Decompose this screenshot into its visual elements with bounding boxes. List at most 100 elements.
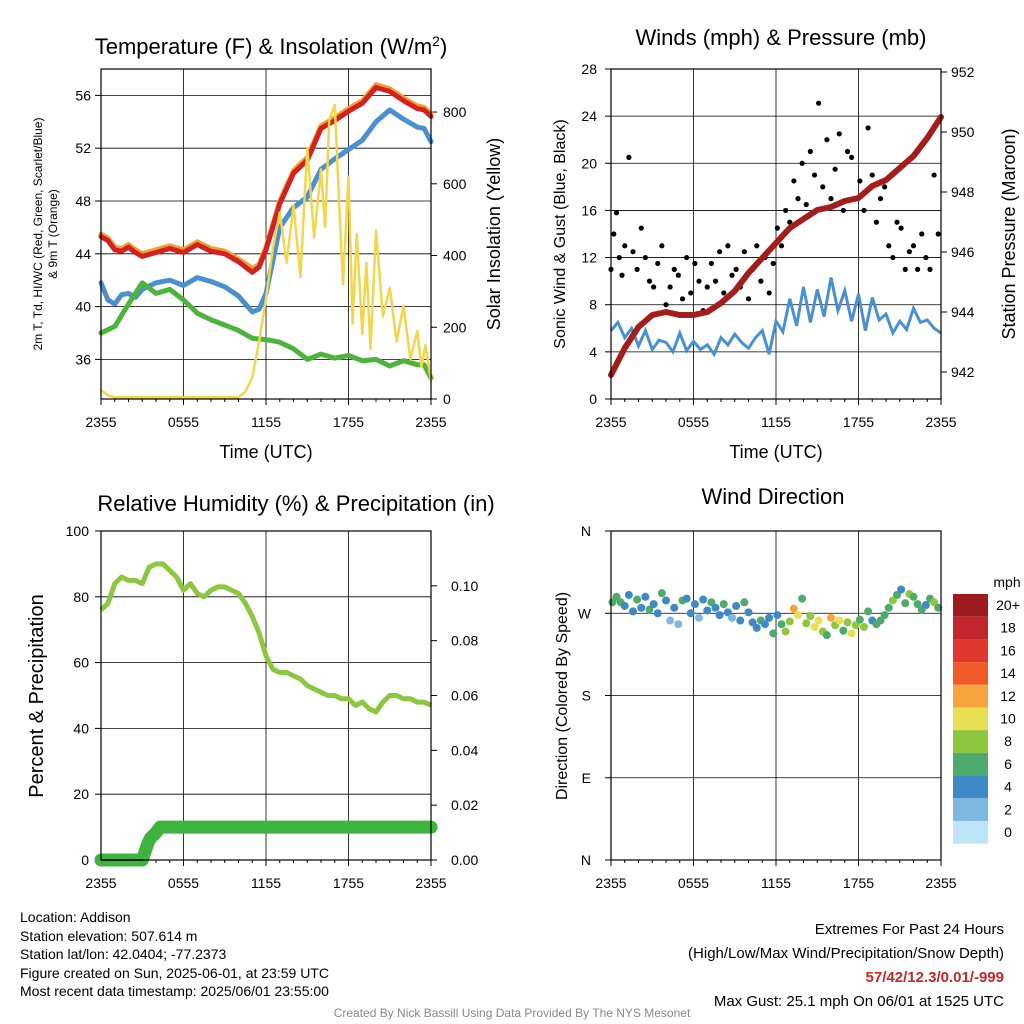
gust-point (671, 266, 677, 272)
y-tick-label: 4 (589, 344, 597, 360)
y-tick-label: 52 (75, 140, 91, 156)
direction-point (810, 622, 819, 631)
plot-border (610, 68, 942, 400)
x-tick-label: 1755 (333, 414, 364, 430)
station-latlon: Station lat/lon: 42.0404; -77.2373 (20, 946, 227, 962)
y2-tick-label: 0.00 (451, 852, 478, 868)
panel-2: 0 4 8 12 16 20 24 28 942 944 946 948 950 952 2355 0555 1… (552, 25, 1019, 462)
x-tick-label: 1155 (251, 414, 281, 430)
gust-point (931, 172, 937, 178)
figure-created: Figure created on Sun, 2025-06-01, at 23… (20, 964, 329, 981)
y-tick-label: 48 (75, 193, 91, 209)
panel-3: 0 20 40 60 80 100 0.00 0.02 0.04 0.06 0.08 0.10 2355… (26, 491, 495, 891)
direction-point (769, 629, 778, 638)
direction-point (715, 611, 724, 620)
y-axis-label: Direction (Colored By Speed) (554, 592, 571, 800)
gust-point (766, 290, 772, 296)
gust-point (634, 266, 640, 272)
colorbar-swatch (953, 798, 988, 821)
gust-point (836, 131, 842, 137)
colorbar-label: 20+ (996, 597, 1020, 613)
gust-point (882, 184, 888, 190)
gust-point (626, 154, 632, 160)
direction-point (695, 613, 703, 622)
y-tick-label: 100 (66, 523, 90, 539)
gust-point (704, 284, 710, 290)
y-tick-label: 0 (589, 391, 597, 407)
y-tick-label: 28 (581, 61, 597, 77)
y-tick-label: 56 (75, 87, 91, 103)
direction-point (637, 603, 646, 612)
y2-tick-label: 200 (443, 319, 467, 335)
plot-border (100, 68, 432, 400)
y2-tick-label: 400 (443, 248, 467, 264)
colorbar-swatch (953, 730, 988, 753)
y-tick-label: 36 (75, 351, 91, 367)
gust-point (692, 260, 698, 267)
y-tick-label: 44 (75, 246, 91, 262)
colorbar-swatch (953, 662, 988, 685)
gust-point (778, 243, 785, 249)
colorbar-swatch (953, 616, 988, 640)
y-tick-label: 80 (73, 589, 89, 605)
gust-point (646, 278, 653, 284)
gust-point (688, 290, 694, 296)
x-tick-label: 2355 (415, 414, 446, 430)
y2-tick-label: 946 (951, 244, 975, 260)
direction-point (752, 623, 761, 632)
gust-point (638, 225, 644, 231)
direction-point (781, 627, 790, 636)
x-tick-label: 1755 (843, 875, 874, 891)
gust-point (712, 278, 719, 284)
y-tick-label: 60 (73, 655, 89, 671)
y-axis-label: 2m T, Td, HI/WC (Red, Green, Scarlet/Blu… (31, 118, 60, 351)
station-location: Location: Addison (20, 909, 131, 925)
direction-point (901, 599, 910, 608)
x-tick-label: 0555 (678, 414, 709, 430)
y2-axis-label: Solar Insolation (Yellow) (484, 138, 504, 330)
y-tick-label: 20 (581, 155, 597, 171)
direction-point (670, 603, 679, 612)
gust-point (630, 249, 636, 255)
extremes-values: 57/42/12.3/0.01/-999 (865, 969, 1004, 986)
y2-tick-label: 0.10 (451, 578, 478, 594)
gust-point (642, 254, 648, 261)
gust-point (663, 302, 669, 308)
direction-point (690, 600, 699, 609)
gust-point (803, 201, 809, 208)
gust-point (758, 278, 764, 284)
direction-point (843, 618, 852, 627)
gust-point (902, 266, 908, 272)
direction-point (703, 606, 712, 615)
wind-line (609, 277, 942, 358)
direction-point (732, 601, 741, 610)
x-tick-label: 1155 (761, 875, 791, 891)
plot-border (610, 530, 942, 861)
direction-point (930, 598, 939, 607)
plot-border (100, 530, 432, 861)
direction-point (798, 594, 807, 603)
direction-point (934, 603, 943, 612)
x-tick-label: 2355 (85, 414, 116, 430)
y-axis-label: Sonic Wind & Gust (Blue, Black) (552, 119, 569, 348)
gust-point (622, 243, 628, 249)
gust-point (873, 219, 879, 225)
y2-axis-label: Station Pressure (Maroon) (999, 128, 1019, 339)
y2-tick-label: 800 (443, 104, 467, 120)
direction-point (773, 611, 782, 620)
colorbar-label: 4 (1004, 779, 1012, 795)
gust-point (894, 219, 900, 225)
direction-point (802, 619, 811, 628)
y-tick-label: 12 (581, 250, 597, 266)
x-tick-label: 0555 (168, 414, 199, 430)
direction-point (827, 613, 835, 622)
series-line-2 (98, 85, 434, 275)
direction-point (909, 592, 918, 601)
y-tick-label: W (578, 605, 592, 621)
gust-point (906, 249, 912, 255)
y2-tick-label: 948 (951, 184, 975, 200)
y-tick-label: 24 (581, 108, 597, 124)
colorbar: mph 20+ 18 16 14 12 10 8 6 4 2 0 (953, 574, 1021, 844)
pressure-line (608, 114, 944, 378)
colorbar-swatch (953, 775, 988, 799)
